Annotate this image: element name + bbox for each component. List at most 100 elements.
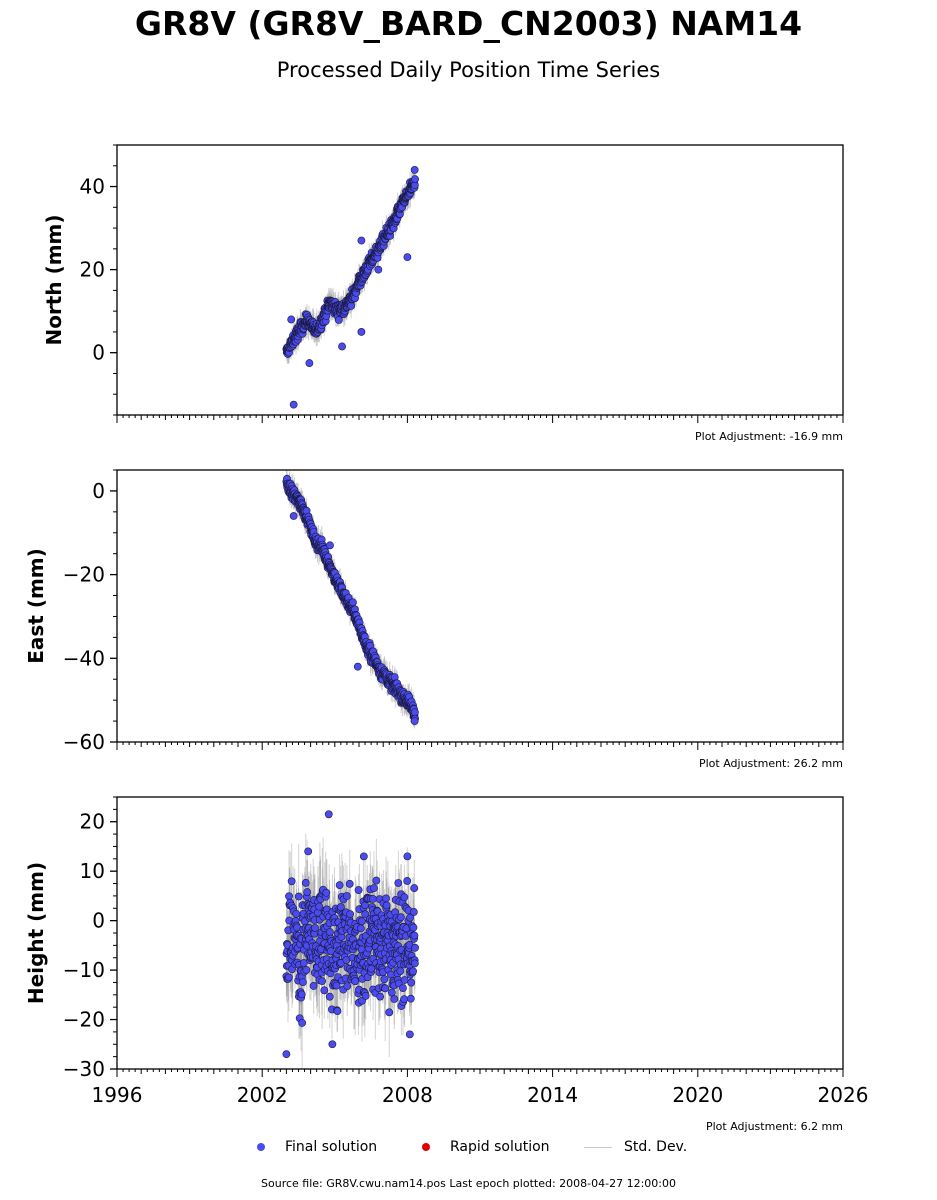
data-point	[380, 975, 389, 984]
legend-label-std: Std. Dev.	[624, 1139, 688, 1155]
data-point	[309, 982, 318, 990]
data-point	[410, 166, 419, 174]
data-point	[369, 894, 377, 903]
data-point	[409, 908, 418, 916]
y-tick-label: 0	[92, 909, 105, 933]
data-point	[400, 976, 409, 984]
data-point	[409, 967, 417, 976]
data-point	[357, 917, 366, 926]
data-point	[282, 1050, 291, 1059]
y-tick-label: 20	[80, 258, 105, 282]
y-tick-label: −20	[63, 563, 105, 587]
x-tick-label: 1996	[92, 1083, 143, 1107]
data-point	[403, 852, 412, 861]
data-point	[315, 902, 324, 911]
x-tick-label: 2008	[382, 1083, 433, 1107]
final-solution-marker-icon	[257, 1143, 265, 1151]
rapid-solution-marker-icon	[422, 1143, 430, 1151]
data-point	[385, 1008, 394, 1017]
y-tick-label: −30	[63, 1057, 105, 1081]
data-point	[374, 265, 383, 274]
data-point	[394, 879, 403, 887]
y-tick-label: −40	[63, 646, 105, 670]
data-point	[397, 913, 405, 922]
y-tick-label: 20	[80, 810, 105, 834]
y-tick-label: 0	[92, 341, 105, 365]
std-dev-line-icon	[584, 1146, 612, 1148]
data-point	[301, 878, 310, 887]
data-point	[332, 981, 341, 990]
data-point	[287, 315, 296, 324]
y-tick-label: −60	[63, 730, 105, 754]
data-point	[370, 884, 378, 893]
data-point	[345, 879, 354, 888]
data-point	[400, 893, 409, 902]
plot-frame	[116, 469, 844, 743]
data-point	[334, 316, 343, 324]
data-point	[336, 903, 345, 911]
x-tick-label: 2020	[672, 1083, 723, 1107]
data-point	[372, 876, 381, 885]
data-point	[346, 910, 355, 919]
data-point	[338, 342, 346, 351]
x-tick-label: 2014	[527, 1083, 578, 1107]
data-point	[342, 892, 351, 900]
final-solution-points	[282, 810, 419, 1059]
data-point	[376, 992, 385, 1001]
data-point	[287, 877, 296, 886]
plot-adjustment-label: Plot Adjustment: 26.2 mm	[699, 757, 843, 770]
data-point	[410, 931, 419, 940]
data-point	[359, 852, 368, 861]
data-point	[311, 924, 319, 932]
legend-item-std: Std. Dev.	[584, 1137, 687, 1157]
chart-title: GR8V (GR8V_BARD_CN2003) NAM14	[134, 4, 803, 43]
y-tick-label: 0	[92, 479, 105, 503]
data-point	[297, 990, 306, 999]
y-axis-label: Height (mm)	[24, 862, 48, 1004]
data-point	[410, 708, 419, 717]
data-point	[335, 881, 344, 890]
data-point	[343, 982, 352, 991]
data-point	[390, 995, 399, 1003]
data-point	[353, 662, 362, 671]
data-point	[304, 847, 313, 856]
data-point	[403, 877, 412, 885]
y-tick-label: −20	[63, 1008, 105, 1032]
final-solution-points	[282, 474, 419, 725]
data-point	[405, 1030, 414, 1039]
data-point	[325, 992, 334, 1001]
data-point	[361, 991, 370, 1000]
legend-label-final: Final solution	[285, 1139, 378, 1155]
data-point	[305, 359, 314, 367]
y-tick-label: 40	[80, 175, 105, 199]
data-point	[322, 888, 331, 897]
data-point	[387, 988, 396, 997]
y-axis-label: East (mm)	[24, 548, 48, 664]
data-point	[407, 978, 416, 987]
data-point	[381, 984, 390, 993]
plot-frame	[116, 144, 844, 416]
data-point	[299, 959, 308, 967]
data-point	[347, 301, 356, 310]
data-point	[285, 892, 293, 901]
data-point	[411, 943, 419, 952]
data-point	[302, 966, 311, 974]
data-point	[382, 894, 390, 903]
data-point	[406, 994, 415, 1003]
data-point	[351, 977, 360, 986]
x-tick-label: 2026	[818, 1083, 869, 1107]
data-point	[396, 967, 405, 975]
data-point	[324, 810, 333, 819]
data-point	[400, 995, 409, 1004]
data-point	[410, 717, 419, 725]
data-point	[409, 923, 418, 932]
data-point	[333, 1007, 342, 1015]
data-point	[382, 901, 391, 910]
data-point	[399, 984, 407, 993]
legend-item-final: Final solution	[257, 1137, 377, 1157]
data-point	[318, 977, 326, 986]
data-point	[356, 924, 365, 933]
y-tick-label: −10	[63, 958, 105, 982]
y-axis-label: North (mm)	[42, 214, 66, 345]
data-point	[284, 973, 293, 982]
